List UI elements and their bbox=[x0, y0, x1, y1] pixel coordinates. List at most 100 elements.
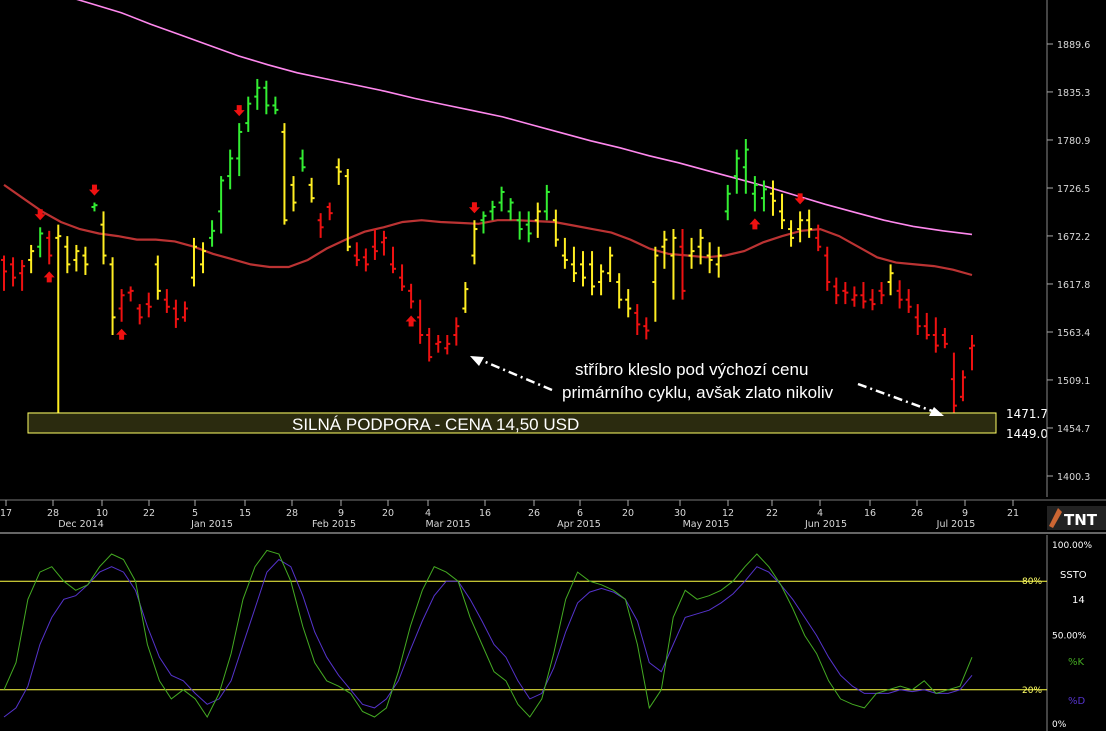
price-tick-label: 1509.1 bbox=[1057, 376, 1090, 387]
ohlc-bar bbox=[1, 255, 7, 291]
ohlc-bar bbox=[209, 220, 216, 247]
annotation: stříbro kleslo pod výchozí cenu primární… bbox=[470, 356, 944, 416]
down-arrow-icon bbox=[468, 202, 480, 214]
support-band-label: SILNÁ PODPORA - CENA 14,50 USD bbox=[292, 415, 579, 434]
ohlc-bar bbox=[37, 227, 44, 258]
ohlc-bar bbox=[127, 286, 134, 302]
ohlc-bar bbox=[435, 335, 442, 353]
date-tick-label: 20 bbox=[382, 508, 394, 519]
ohlc-bar bbox=[190, 237, 197, 287]
ohlc-bar bbox=[281, 123, 288, 225]
price-tick-label: 1835.3 bbox=[1057, 88, 1090, 99]
ohlc-bar bbox=[172, 299, 179, 328]
ohlc-bar bbox=[100, 211, 107, 265]
ohlc-bar bbox=[290, 176, 297, 212]
annotation-line-2: primárního cyklu, avšak zlato nikoliv bbox=[562, 383, 834, 402]
annotation-line-1: stříbro kleslo pod výchozí cenu bbox=[575, 360, 808, 379]
ohlc-bar bbox=[308, 177, 315, 203]
date-tick-label: 21 bbox=[1007, 508, 1019, 519]
ohlc-bar bbox=[652, 246, 659, 322]
up-arrow-icon bbox=[749, 218, 761, 230]
date-tick-label: 15 bbox=[239, 508, 251, 519]
date-tick-label: 12 bbox=[722, 508, 734, 519]
up-arrow-icon bbox=[116, 328, 128, 340]
price-tick-label: 1454.7 bbox=[1057, 424, 1090, 435]
ohlc-bar bbox=[543, 184, 550, 221]
date-tick-label: 20 bbox=[622, 508, 634, 519]
ohlc-bar bbox=[860, 282, 867, 309]
date-tick-label: 16 bbox=[479, 508, 491, 519]
ohlc-bar bbox=[959, 370, 966, 402]
ohlc-bar bbox=[788, 220, 795, 247]
month-label: Jul 2015 bbox=[936, 519, 976, 530]
ohlc-bar bbox=[697, 229, 704, 265]
date-axis: 17 28 10 22 5 15 28 9 20 4 16 26 6 20 30 12 22 4 16 26 9 21 De… bbox=[0, 499, 1106, 530]
ohlc-bar bbox=[806, 209, 813, 238]
date-tick-label: 16 bbox=[864, 508, 876, 519]
ohlc-bar bbox=[742, 138, 749, 194]
legend-percent-k: %K bbox=[1068, 657, 1085, 668]
support-band: SILNÁ PODPORA - CENA 14,50 USD 1471.7 14… bbox=[27, 407, 1048, 441]
ohlc-bar bbox=[932, 317, 939, 353]
ohlc-bar bbox=[426, 327, 433, 362]
price-panel: SILNÁ PODPORA - CENA 14,50 USD 1471.7 14… bbox=[1, 0, 1090, 497]
down-arrow-icon bbox=[233, 105, 245, 117]
ohlc-bar bbox=[923, 312, 930, 340]
ohlc-bar bbox=[969, 335, 975, 371]
osc-tick-label: 50.00% bbox=[1052, 632, 1087, 642]
ohlc-bar bbox=[163, 289, 170, 313]
ohlc-bar bbox=[19, 259, 26, 291]
down-arrow-icon bbox=[34, 209, 46, 221]
ohlc-bar bbox=[941, 327, 948, 349]
osc-tick-label: 0% bbox=[1052, 720, 1067, 730]
date-tick-label: 17 bbox=[0, 508, 12, 519]
date-tick-label: 9 bbox=[338, 508, 344, 519]
oscillator-panel: 100.00% 80% 50.00% 20% 0% SSTO 14 %K %D bbox=[0, 535, 1092, 731]
osc-tick-label: 100.00% bbox=[1052, 541, 1092, 551]
ohlc-bar bbox=[64, 236, 71, 274]
price-axis: 1889.6 1835.3 1780.9 1726.5 1672.2 1617.8 1563… bbox=[1046, 0, 1090, 497]
ohlc-bar bbox=[73, 244, 80, 272]
legend-percent-d: %D bbox=[1068, 696, 1086, 707]
ohlc-bar bbox=[552, 209, 559, 247]
price-tick-label: 1726.5 bbox=[1057, 184, 1090, 195]
ohlc-bar bbox=[218, 176, 225, 234]
ohlc-bar bbox=[362, 248, 369, 272]
ohlc-bar bbox=[489, 200, 496, 221]
ohlc-bar bbox=[408, 283, 415, 309]
ohlc-bar bbox=[688, 237, 695, 269]
ohlc-bar bbox=[353, 242, 360, 267]
annotation-arrowhead-left bbox=[470, 356, 484, 366]
ohlc-bar bbox=[616, 273, 623, 309]
ohlc-bar bbox=[236, 123, 243, 177]
ohlc-bar bbox=[272, 96, 279, 115]
date-tick-label: 9 bbox=[962, 508, 968, 519]
ohlc-bar bbox=[399, 264, 406, 291]
ohlc-bar bbox=[878, 282, 885, 305]
ohlc-bar bbox=[453, 317, 460, 346]
date-tick-label: 5 bbox=[192, 508, 198, 519]
ohlc-bar bbox=[109, 257, 116, 336]
ohlc-bar bbox=[561, 237, 568, 269]
ohlc-bar bbox=[299, 149, 306, 172]
up-arrow-icon bbox=[405, 315, 417, 327]
support-lower-value: 1449.0 bbox=[1006, 427, 1048, 441]
ohlc-bar bbox=[751, 176, 758, 212]
ohlc-bar bbox=[950, 352, 957, 424]
ohlc-bar bbox=[145, 292, 152, 318]
ohlc-bar bbox=[842, 282, 849, 305]
up-arrow-icon bbox=[43, 271, 55, 283]
ohlc-bar bbox=[371, 229, 378, 260]
ohlc-bar bbox=[55, 224, 62, 415]
month-label: Jun 2015 bbox=[804, 519, 847, 530]
ohlc-bar bbox=[154, 255, 161, 300]
month-label: Feb 2015 bbox=[312, 519, 356, 530]
ohlc-bar bbox=[417, 299, 424, 344]
month-label: Mar 2015 bbox=[425, 519, 470, 530]
price-tick-label: 1563.4 bbox=[1057, 328, 1090, 339]
ohlc-bar bbox=[607, 246, 614, 283]
series-percent-k-line bbox=[3, 549, 973, 718]
ohlc-bar bbox=[769, 180, 776, 216]
date-tick-label: 30 bbox=[674, 508, 686, 519]
indicator-name: SSTO bbox=[1060, 570, 1087, 581]
